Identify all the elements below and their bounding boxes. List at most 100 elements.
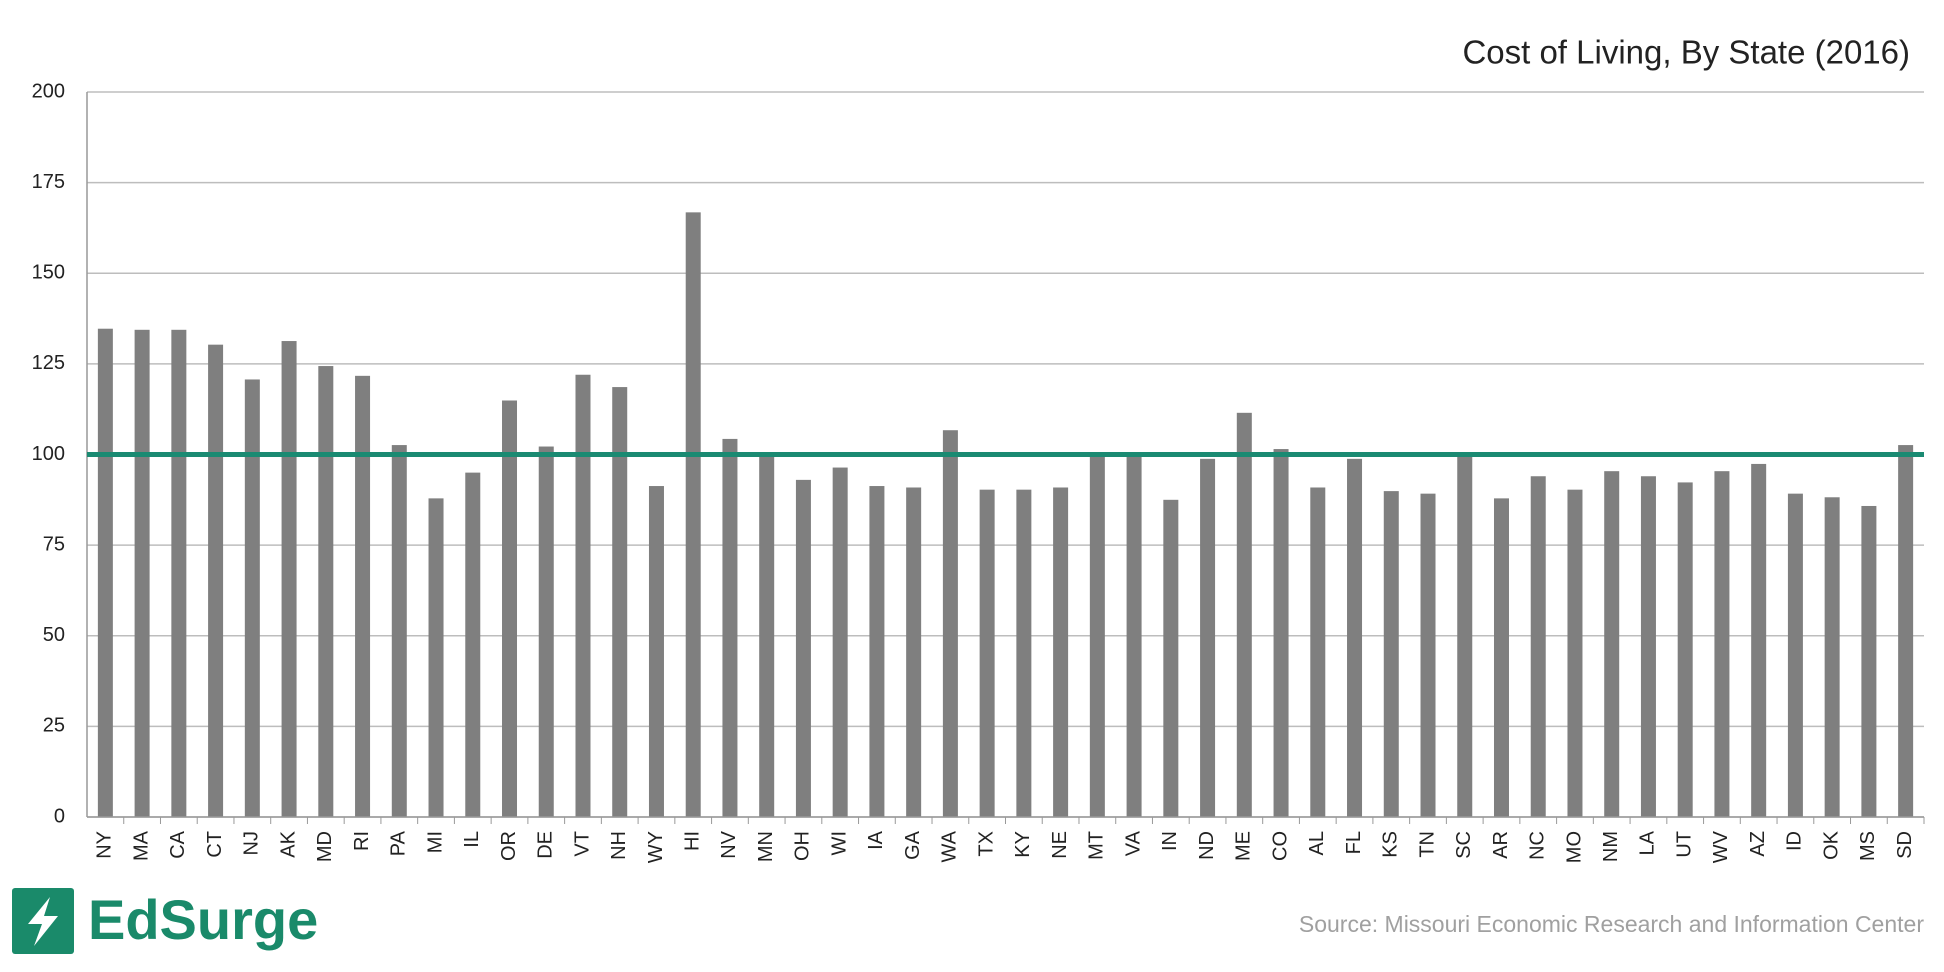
source-note: Source: Missouri Economic Research and I… [1299,911,1924,937]
y-tick-label: 125 [32,352,65,374]
x-tick-label: MT [1086,831,1108,860]
x-tick-label: MS [1857,831,1879,861]
bar [869,486,885,817]
x-tick-label: PA [388,830,410,856]
x-tick-label: MO [1563,831,1585,863]
bar [1530,476,1546,817]
x-tick-label: AL [1306,831,1328,855]
x-tick-label: WA [939,830,961,862]
bar [1640,476,1656,817]
x-tick-label: NH [608,831,630,860]
bar [1089,455,1105,817]
x-tick-label: ID [1784,831,1806,851]
bar [1163,499,1179,817]
bar [1200,458,1216,817]
bar [1861,505,1877,817]
x-tick-label: FL [1343,831,1365,854]
bar [1126,453,1142,817]
x-tick-label: MN [755,831,777,862]
x-tick-label: CO [1269,831,1291,861]
x-tick-label: MD [314,831,336,862]
logo-bolt [28,897,58,946]
logo-icon [12,888,74,954]
x-tick-label: AR [1490,831,1512,859]
bar [575,374,591,817]
bar [391,445,407,817]
x-tick-label: CA [167,830,189,858]
y-tick-label: 75 [43,533,65,555]
x-tick-label: VT [571,831,593,857]
bar [906,487,922,817]
x-tick-label: HI [681,831,703,851]
x-tick-label: NV [718,830,740,858]
y-tick-label: 150 [32,262,65,284]
x-tick-label: AK [277,830,299,857]
y-tick-label: 100 [32,443,65,465]
bar [1457,455,1473,817]
bar [171,329,187,817]
bar [1236,412,1252,817]
x-tick-label: MA [130,830,152,861]
bar [1898,445,1914,817]
bar [648,486,664,817]
x-tick-label: NC [1527,831,1549,860]
x-tick-label: IL [461,831,483,848]
x-tick-label: KY [1012,831,1034,858]
x-tick-label: TX [975,831,997,857]
x-tick-label: NY [94,831,116,859]
bar [979,489,995,817]
bar [1677,482,1693,817]
bar [1824,497,1840,817]
bar [722,438,738,817]
x-tick-label: CT [204,831,226,858]
bar [612,387,628,817]
x-tick-label: UT [1673,831,1695,858]
bar [1273,449,1289,817]
bar [1053,487,1069,817]
bar [355,375,371,817]
chart-title: Cost of Living, By State (2016) [1462,34,1910,71]
x-tick-label: TN [1416,831,1438,858]
bar [281,341,297,817]
bar [1567,489,1583,817]
x-tick-label: IN [1159,831,1181,851]
x-tick-label: SD [1894,831,1916,859]
x-tick-label: OH [792,831,814,861]
x-tick-label: OK [1820,830,1842,860]
x-tick-label: NM [1600,831,1622,862]
bar [1383,491,1399,817]
x-tick-label: ND [1196,831,1218,860]
x-tick-label: SC [1453,831,1475,859]
x-tick-label: NE [1049,831,1071,859]
bar [208,344,224,817]
x-tick-label: NJ [241,831,263,855]
bar [538,446,554,817]
bar [759,452,775,817]
x-tick-label: GA [902,830,924,860]
bar [465,472,481,817]
x-tick-label: MI [424,831,446,853]
bar [1493,498,1509,817]
x-tick-label: DE [535,831,557,859]
x-tick-label: OR [498,831,520,861]
bar [795,479,811,817]
bar [134,329,150,817]
bar [1714,471,1730,817]
bar [244,379,260,817]
x-tick-label: ME [1233,831,1255,861]
bar [1310,487,1326,817]
bar [832,467,848,817]
x-tick-label: VA [1122,830,1144,856]
bar [1347,458,1363,817]
x-tick-label: AZ [1747,831,1769,857]
x-tick-label: KS [1380,831,1402,858]
bar [502,400,518,817]
bar [1016,489,1032,817]
x-tick-label: WV [1710,830,1732,863]
bar [1787,493,1803,817]
bar [942,430,958,817]
y-tick-label: 50 [43,624,65,646]
brand: EdSurge [88,888,318,951]
